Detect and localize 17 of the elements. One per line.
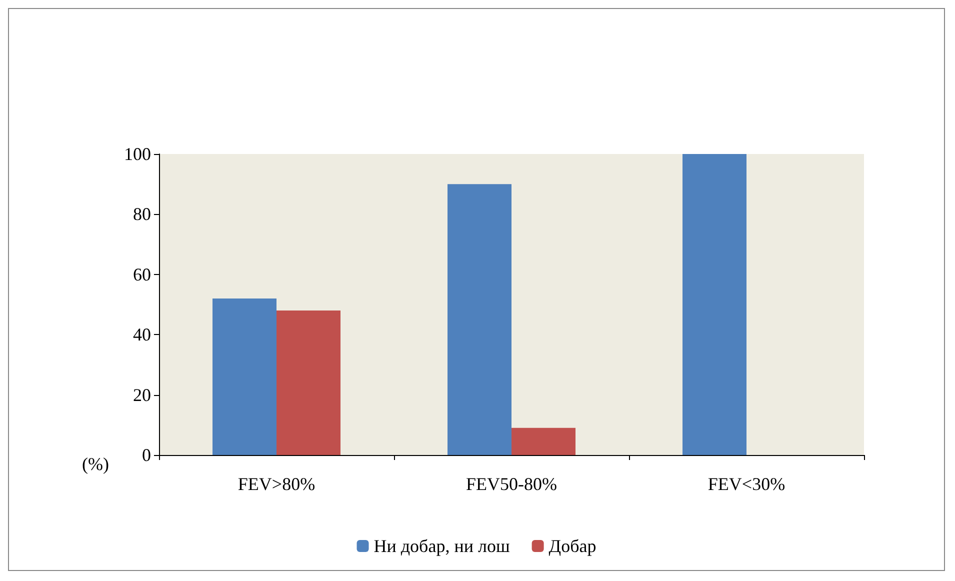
bar [448, 184, 512, 455]
y-tick-label: 80 [133, 204, 151, 224]
bar [682, 154, 746, 455]
y-tick-label: 0 [142, 445, 151, 465]
y-tick-label: 60 [133, 264, 151, 284]
legend-label: Ни добар, ни лош [374, 536, 510, 556]
y-tick-label: 100 [124, 144, 151, 164]
y-tick-label: 20 [133, 384, 151, 405]
legend-label: Добар [548, 536, 596, 556]
bar [512, 428, 576, 455]
y-axis-title: (%) [82, 454, 110, 474]
x-tick-label: FEV50-80% [466, 474, 557, 494]
x-tick-label: FEV<30% [708, 474, 786, 494]
bar [212, 298, 276, 455]
y-tick-label: 40 [133, 324, 151, 345]
x-tick-label: FEV>80% [238, 474, 316, 494]
bar [276, 310, 340, 455]
